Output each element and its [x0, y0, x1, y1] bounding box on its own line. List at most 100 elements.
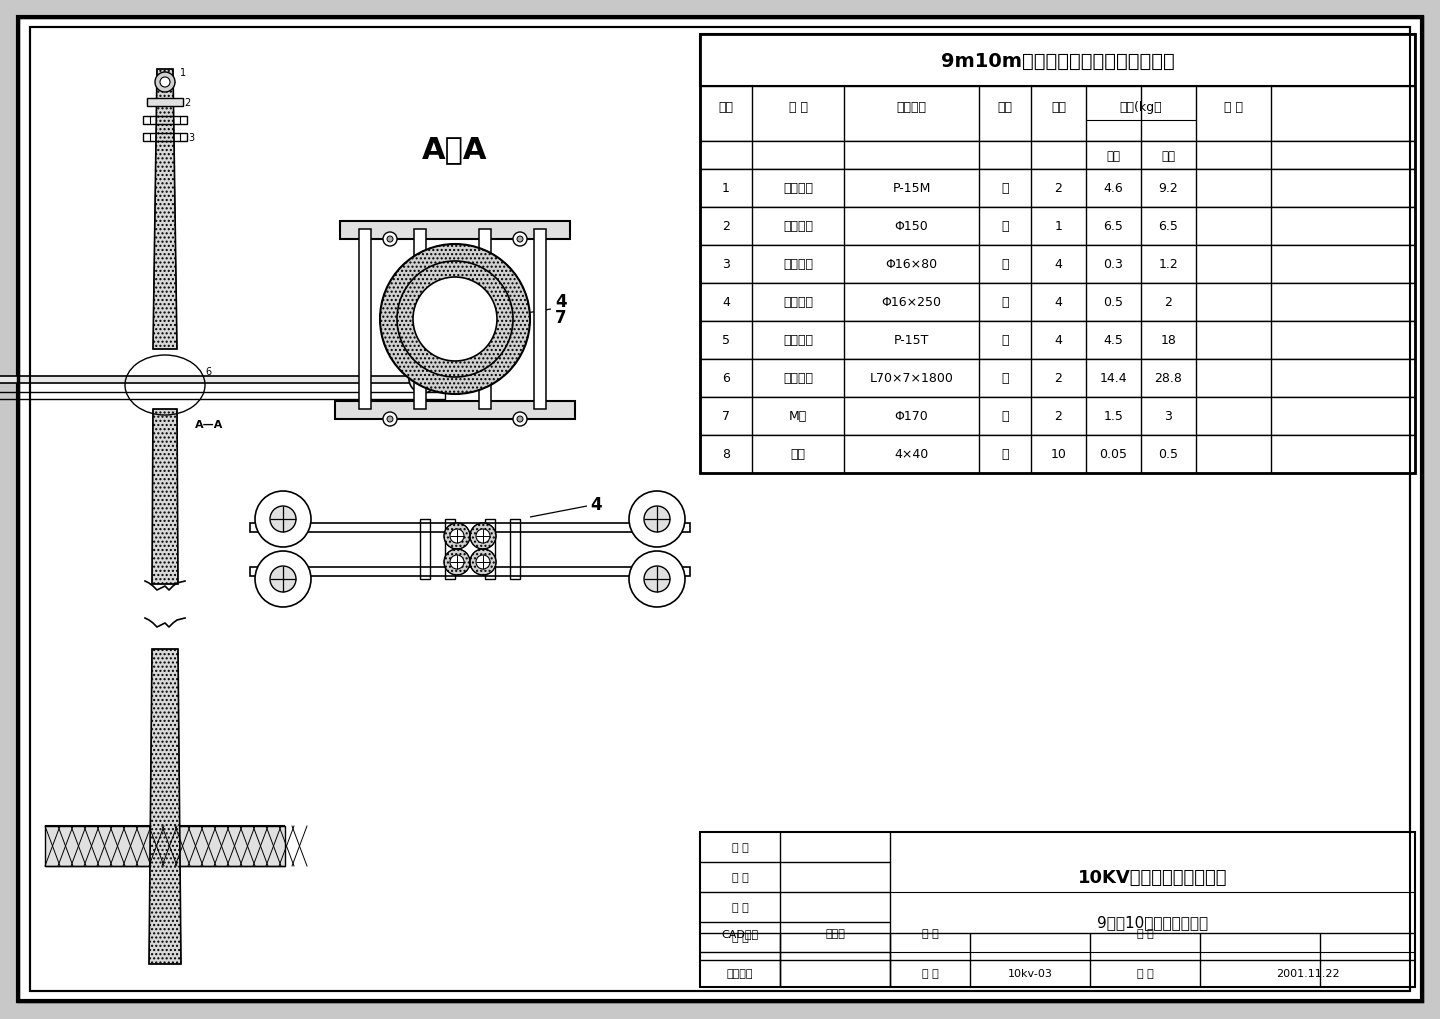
- Circle shape: [644, 506, 670, 533]
- Text: 6: 6: [204, 367, 212, 377]
- Text: 批 准: 批 准: [732, 842, 749, 852]
- Text: 9m10m锥形小转角杆图及其配制说明: 9m10m锥形小转角杆图及其配制说明: [940, 51, 1175, 70]
- Bar: [147, 99, 183, 107]
- Text: 审 核: 审 核: [732, 902, 749, 912]
- Text: 2: 2: [1165, 297, 1172, 309]
- Circle shape: [513, 413, 527, 427]
- Text: 单位: 单位: [998, 101, 1012, 114]
- Text: 设计证号: 设计证号: [727, 968, 753, 978]
- Text: 0.5: 0.5: [1103, 297, 1123, 309]
- Text: 根: 根: [1001, 297, 1009, 309]
- Text: 9.2: 9.2: [1159, 182, 1178, 196]
- Text: 日 期: 日 期: [1136, 968, 1153, 978]
- Text: 4: 4: [1054, 258, 1063, 271]
- Bar: [700, 142, 1416, 170]
- Text: 审 定: 审 定: [732, 872, 749, 882]
- Text: 9米、10米锥形小转角杆: 9米、10米锥形小转角杆: [1097, 915, 1208, 929]
- Text: 8: 8: [454, 357, 459, 367]
- Polygon shape: [153, 70, 177, 350]
- Bar: [700, 208, 1416, 246]
- Text: A—A: A—A: [194, 420, 223, 430]
- Text: 根: 根: [1001, 372, 1009, 385]
- Text: 个: 个: [1001, 182, 1009, 196]
- Circle shape: [444, 524, 469, 549]
- Bar: [45, 826, 285, 866]
- Polygon shape: [153, 410, 179, 585]
- Text: P-15M: P-15M: [893, 182, 930, 196]
- Text: 6.5: 6.5: [1159, 220, 1178, 233]
- Circle shape: [477, 555, 490, 570]
- Circle shape: [156, 73, 176, 93]
- Circle shape: [160, 77, 170, 88]
- Text: 7: 7: [554, 309, 566, 327]
- Text: L70×7×1800: L70×7×1800: [870, 372, 953, 385]
- Circle shape: [255, 551, 311, 607]
- Text: 重量(kg）: 重量(kg）: [1120, 101, 1162, 114]
- Text: 3: 3: [189, 132, 194, 143]
- Text: 3: 3: [721, 258, 730, 271]
- Bar: [700, 35, 1416, 474]
- Circle shape: [477, 530, 490, 543]
- Bar: [0, 392, 445, 399]
- Text: 4: 4: [721, 297, 730, 309]
- Text: 14.4: 14.4: [1100, 372, 1128, 385]
- Bar: [0, 376, 445, 383]
- Text: CAD设计: CAD设计: [721, 928, 759, 938]
- Circle shape: [517, 236, 523, 243]
- Circle shape: [383, 413, 397, 427]
- Text: 2: 2: [721, 220, 730, 233]
- Text: 4: 4: [554, 292, 566, 311]
- Text: 校 对: 校 对: [732, 932, 749, 943]
- Bar: [143, 133, 187, 142]
- Text: 2: 2: [1054, 182, 1063, 196]
- Polygon shape: [148, 649, 181, 964]
- Text: 6: 6: [721, 372, 730, 385]
- Bar: [700, 435, 1416, 474]
- Text: Φ150: Φ150: [894, 220, 929, 233]
- Text: 朱建勇: 朱建勇: [825, 928, 845, 938]
- Text: 0.05: 0.05: [1100, 448, 1128, 461]
- Circle shape: [409, 366, 436, 393]
- Text: 8: 8: [721, 448, 730, 461]
- Text: 垫片: 垫片: [791, 448, 805, 461]
- Circle shape: [629, 491, 685, 547]
- Text: 根: 根: [1001, 258, 1009, 271]
- Bar: [415, 229, 426, 410]
- Text: A－A: A－A: [422, 136, 488, 164]
- Text: 4.6: 4.6: [1103, 182, 1123, 196]
- Text: 6.5: 6.5: [1103, 220, 1123, 233]
- Text: P-15T: P-15T: [894, 334, 929, 347]
- Text: 4: 4: [1054, 334, 1063, 347]
- Bar: [359, 229, 372, 410]
- Text: 0.5: 0.5: [1159, 448, 1178, 461]
- Text: 1: 1: [1054, 220, 1063, 233]
- Circle shape: [271, 567, 297, 592]
- Text: 2: 2: [184, 98, 190, 108]
- Text: 双顶头铁: 双顶头铁: [783, 220, 814, 233]
- Circle shape: [255, 491, 311, 547]
- Circle shape: [449, 555, 464, 570]
- Text: 镀锌螺杆: 镀锌螺杆: [783, 297, 814, 309]
- Text: 4: 4: [1054, 297, 1063, 309]
- Bar: [485, 520, 495, 580]
- Bar: [445, 520, 455, 580]
- Text: 4: 4: [590, 495, 602, 514]
- Text: 一件: 一件: [1106, 150, 1120, 162]
- Bar: [700, 246, 1416, 283]
- Bar: [251, 567, 690, 576]
- Text: M铁: M铁: [789, 410, 808, 423]
- Text: 块: 块: [1001, 448, 1009, 461]
- Circle shape: [444, 549, 469, 576]
- Bar: [700, 833, 1416, 987]
- Bar: [534, 229, 546, 410]
- Bar: [700, 283, 1416, 322]
- Circle shape: [449, 530, 464, 543]
- Text: 二线横担: 二线横担: [783, 372, 814, 385]
- Text: Φ16×80: Φ16×80: [886, 258, 937, 271]
- Text: 1: 1: [180, 68, 186, 77]
- Text: 18: 18: [1161, 334, 1176, 347]
- Circle shape: [383, 232, 397, 247]
- Circle shape: [413, 278, 497, 362]
- Circle shape: [271, 506, 297, 533]
- Text: 1.2: 1.2: [1159, 258, 1178, 271]
